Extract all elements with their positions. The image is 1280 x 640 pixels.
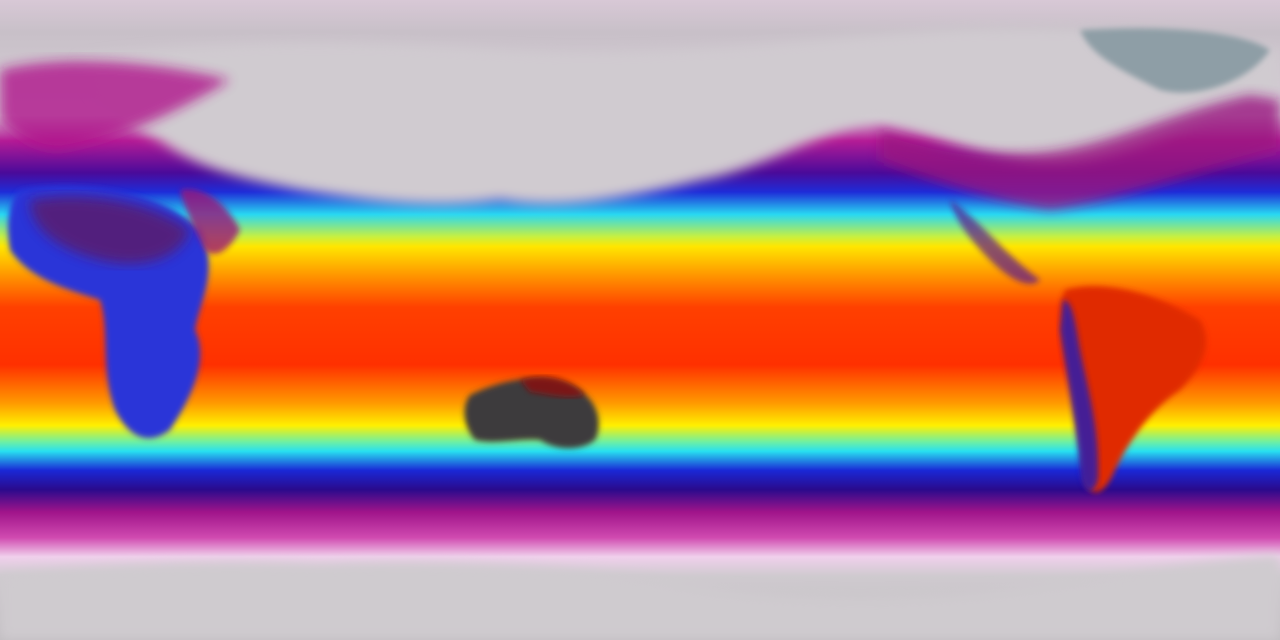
northern-cold-fringe <box>0 61 230 150</box>
australia-north-coast <box>520 376 585 398</box>
greenland <box>1080 28 1270 93</box>
northern-landmass <box>80 28 1280 205</box>
andes <box>1060 300 1099 491</box>
sahara-arabia <box>30 196 190 264</box>
north-america-fringe <box>880 95 1280 210</box>
central-america <box>950 200 1040 284</box>
india <box>180 189 240 254</box>
antarctica <box>0 555 1280 640</box>
